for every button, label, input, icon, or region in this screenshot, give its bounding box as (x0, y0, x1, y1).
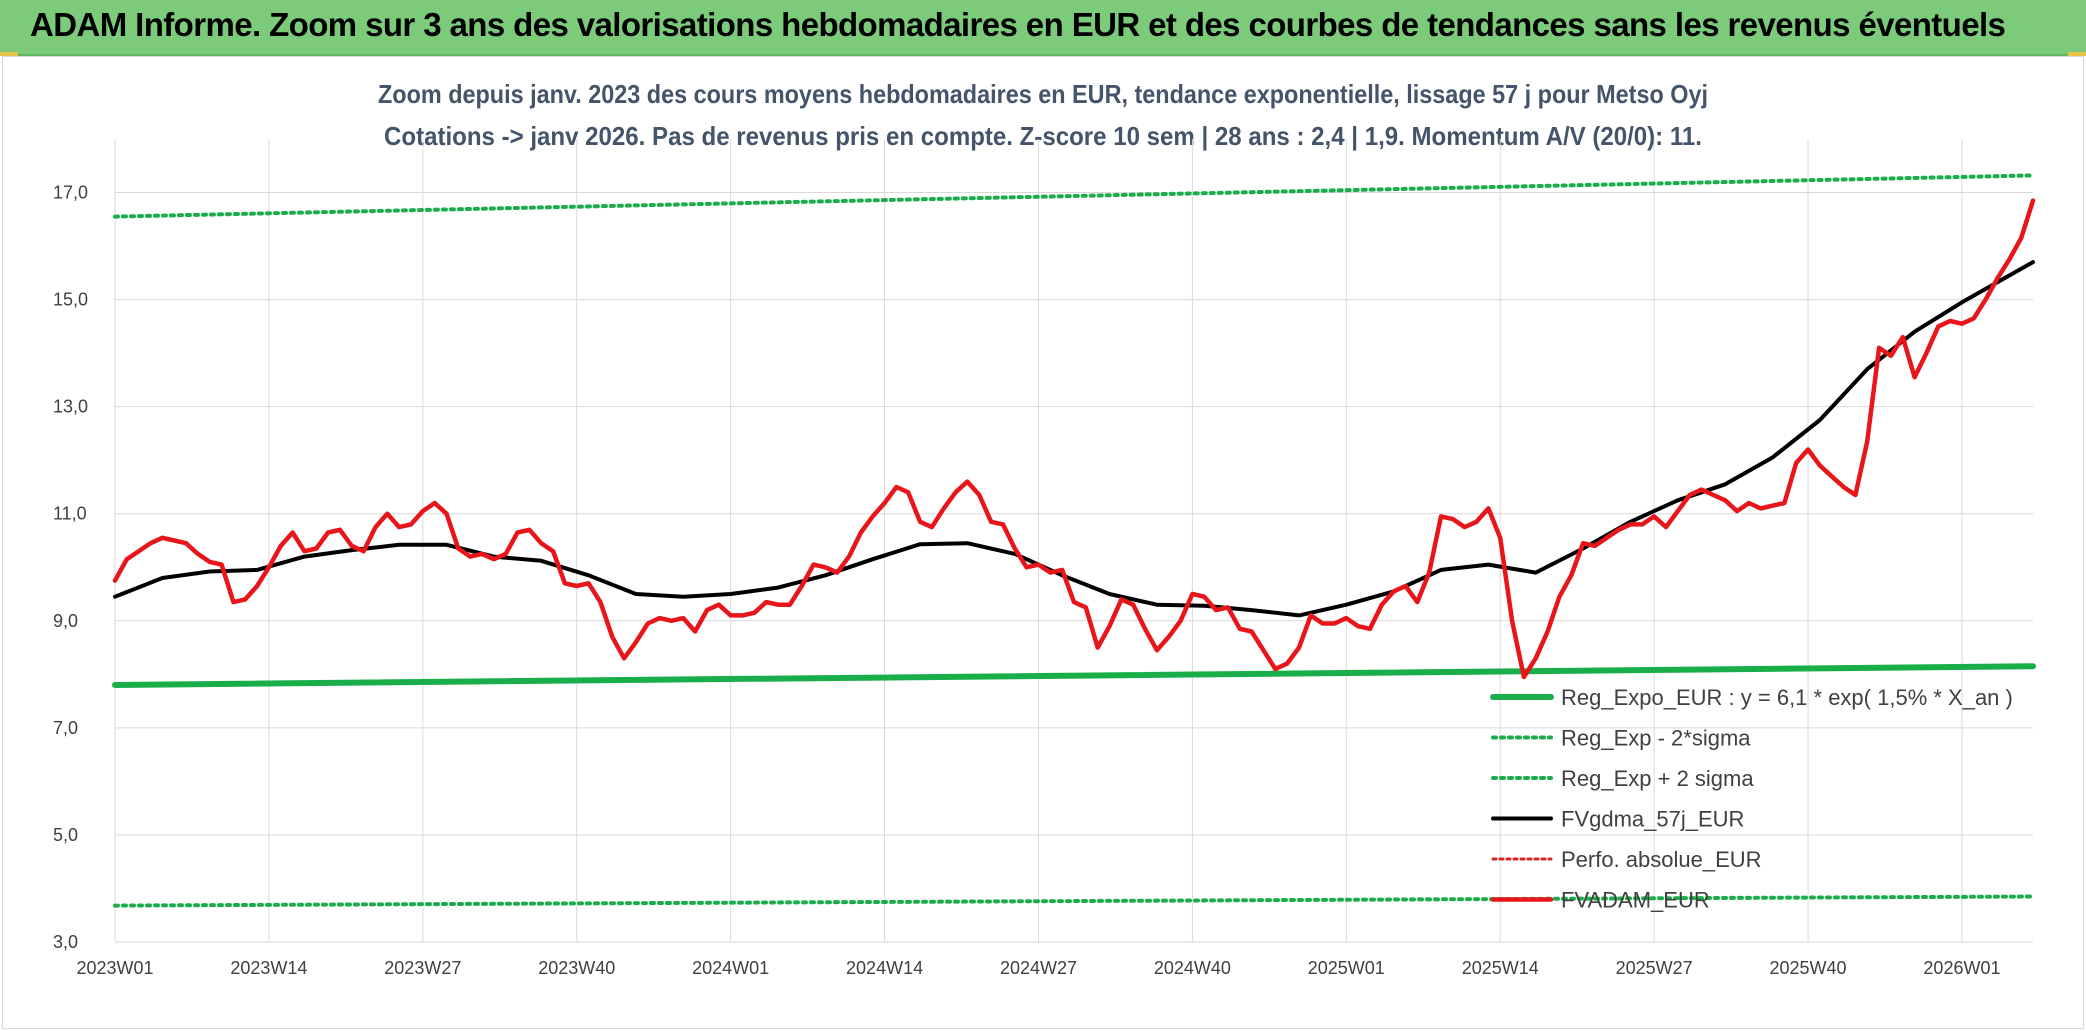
header-accent-left (0, 52, 18, 56)
x-tick-label: 2025W27 (1616, 958, 1693, 978)
x-tick-label: 2025W40 (1770, 958, 1847, 978)
y-tick-label: 3,0 (53, 932, 78, 952)
x-tick-label: 2023W14 (230, 958, 307, 978)
chart-panel: Zoom depuis janv. 2023 des cours moyens … (2, 56, 2084, 1029)
x-tick-label: 2023W27 (384, 958, 461, 978)
x-tick-label: 2024W14 (846, 958, 923, 978)
series-reg-expo (112, 663, 2036, 688)
series-reg-minus-2sigma (113, 894, 2035, 908)
y-tick-label: 17,0 (53, 183, 88, 203)
y-tick-label: 13,0 (53, 397, 88, 417)
y-tick-label: 7,0 (53, 718, 78, 738)
legend-fvgdma-label: FVgdma_57j_EUR (1561, 807, 1744, 832)
legend-perfo-label: Perfo. absolue_EUR (1561, 847, 1762, 872)
report-title: ADAM Informe. Zoom sur 3 ans des valoris… (30, 6, 2006, 43)
y-tick-label: 9,0 (53, 611, 78, 631)
line-chart: Zoom depuis janv. 2023 des cours moyens … (53, 79, 2036, 978)
legend-reg-expo-label: Reg_Expo_EUR : y = 6,1 * exp( 1,5% * X_a… (1561, 685, 2013, 710)
y-tick-label: 11,0 (53, 504, 87, 524)
legend-fvadam-label: FVADAM_EUR (1561, 888, 1710, 913)
x-tick-label: 2025W14 (1462, 958, 1539, 978)
y-tick-label: 5,0 (53, 825, 78, 845)
x-tick-label: 2024W40 (1154, 958, 1231, 978)
legend-reg-plus-2sigma-label: Reg_Exp + 2 sigma (1561, 766, 1754, 791)
x-tick-label: 2026W01 (1923, 958, 2000, 978)
chart-title-line1: Zoom depuis janv. 2023 des cours moyens … (378, 79, 1708, 109)
x-tick-label: 2024W01 (692, 958, 769, 978)
series-fvadam (112, 198, 2036, 680)
series-fvgdma (113, 260, 2035, 618)
header-accent-right (2068, 52, 2086, 56)
report-header: ADAM Informe. Zoom sur 3 ans des valoris… (0, 0, 2086, 56)
x-tick-label: 2025W01 (1308, 958, 1385, 978)
y-tick-label: 15,0 (53, 290, 88, 310)
chart-title-line2: Cotations -> janv 2026. Pas de revenus p… (384, 121, 1702, 151)
x-tick-label: 2024W27 (1000, 958, 1077, 978)
x-tick-label: 2023W01 (76, 958, 153, 978)
x-tick-label: 2023W40 (538, 958, 615, 978)
series-reg-plus-2sigma (113, 173, 2035, 219)
legend-reg-minus-2sigma-label: Reg_Exp - 2*sigma (1561, 726, 1751, 751)
